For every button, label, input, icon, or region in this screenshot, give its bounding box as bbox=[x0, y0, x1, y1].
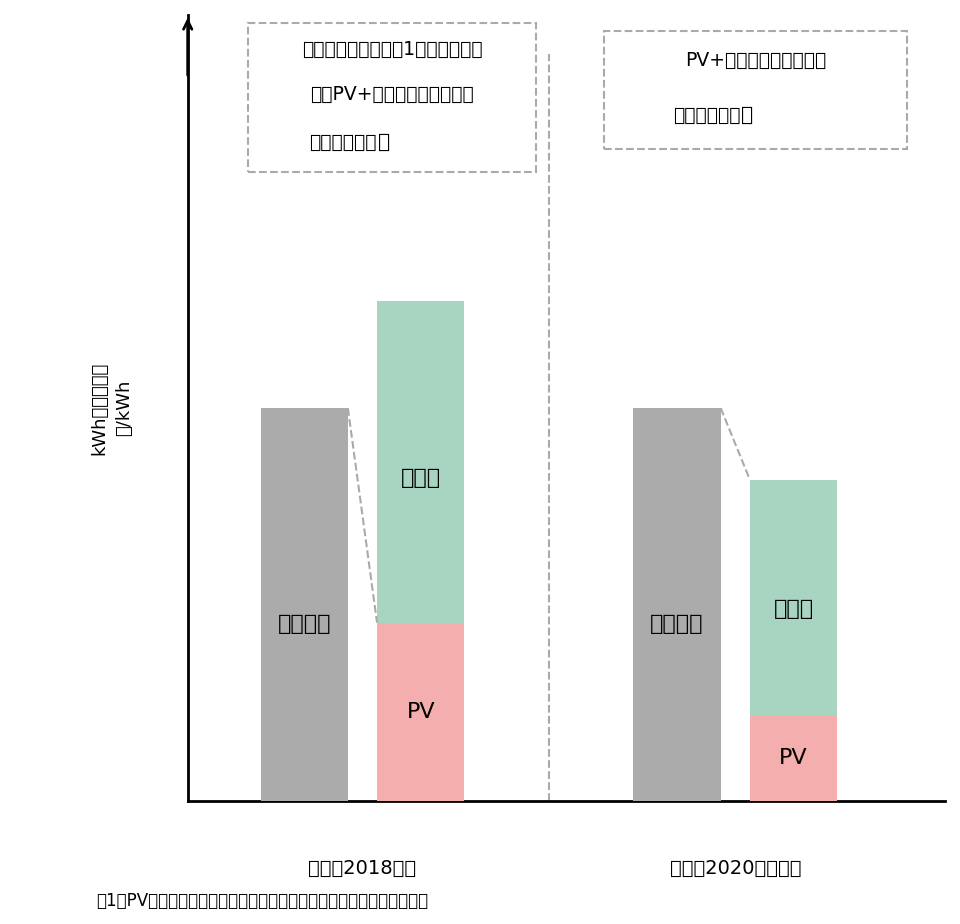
Bar bbox=[750, 480, 837, 715]
Text: 将来（2020年後半）: 将来（2020年後半） bbox=[669, 858, 801, 878]
Text: るがPV+蓄電池による単価は: るがPV+蓄電池による単価は bbox=[310, 85, 474, 104]
Text: 従量料金: 従量料金 bbox=[650, 614, 704, 635]
FancyBboxPatch shape bbox=[604, 30, 907, 149]
Text: 従量料金より: 従量料金より bbox=[309, 133, 377, 152]
Bar bbox=[377, 301, 465, 623]
Text: グリッドパリティ注1は達成してい: グリッドパリティ注1は達成してい bbox=[301, 41, 483, 59]
Bar bbox=[260, 408, 348, 801]
Text: 大: 大 bbox=[378, 133, 390, 152]
Text: PV+蓄電池による単価が: PV+蓄電池による単価が bbox=[685, 51, 827, 69]
FancyBboxPatch shape bbox=[249, 23, 536, 172]
Text: 蓄電池: 蓄電池 bbox=[400, 468, 441, 488]
Bar bbox=[750, 715, 837, 801]
Text: kWhあたり単価
円/kWh: kWhあたり単価 円/kWh bbox=[90, 361, 133, 455]
Bar bbox=[634, 408, 721, 801]
Text: 現在（2018年）: 現在（2018年） bbox=[308, 858, 417, 878]
Text: PV: PV bbox=[780, 748, 808, 769]
Text: 従量料金: 従量料金 bbox=[277, 614, 331, 635]
Text: 蓄電池: 蓄電池 bbox=[774, 600, 814, 619]
Bar bbox=[377, 623, 465, 801]
Text: 注1　PVによる発電コストが既存の電力のコストと同等以下となる点。: 注1 PVによる発電コストが既存の電力のコストと同等以下となる点。 bbox=[96, 893, 428, 910]
Text: PV: PV bbox=[406, 702, 435, 722]
Text: 小: 小 bbox=[741, 106, 754, 125]
Text: 従量料金より: 従量料金より bbox=[673, 106, 740, 125]
